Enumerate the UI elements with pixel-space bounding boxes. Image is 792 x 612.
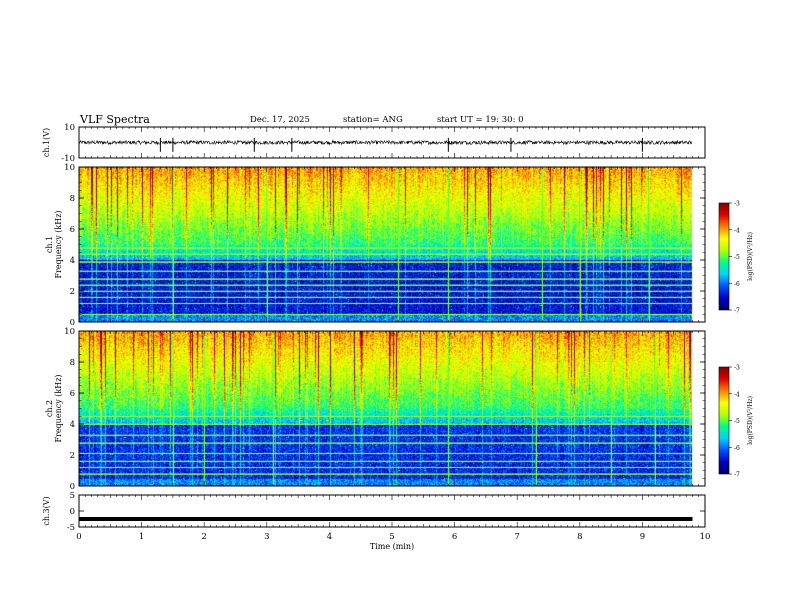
y-tick-label: 10	[64, 123, 75, 133]
colorbar-ch1	[718, 202, 730, 311]
colorbar-tick-label: -6	[734, 281, 740, 288]
x-tick-label: 9	[640, 532, 645, 542]
y-tick-label: 10	[64, 163, 75, 173]
y-tick-label: 0	[70, 482, 75, 492]
y-tick-label: -10	[61, 154, 75, 164]
x-tick-label: 7	[514, 532, 519, 542]
x-tick-label: 4	[327, 532, 332, 542]
colorbar-tick-label: -6	[734, 445, 740, 452]
y-tick-label: 0	[70, 318, 75, 328]
y-axis-label-channel: ch.2	[45, 400, 54, 417]
y-tick-label: -5	[67, 523, 75, 533]
colorbar-tick-label: -7	[734, 308, 740, 315]
y-tick-label: 4	[70, 420, 75, 430]
x-tick-label: 10	[700, 532, 711, 542]
colorbar-tick-label: -4	[734, 391, 740, 398]
colorbar-ch2	[718, 366, 730, 475]
x-tick-label: 2	[201, 532, 206, 542]
colorbar-label: log(PSD)(V²/Hz)	[747, 396, 754, 445]
y-tick-label: 0	[70, 507, 75, 517]
spectrogram-image-ch1	[79, 167, 705, 322]
y-axis-label-channel: ch.1	[45, 236, 54, 253]
spectrogram-image-ch2	[79, 331, 705, 486]
y-axis-label: ch.1(V)	[42, 128, 51, 157]
y-tick-label: 10	[64, 327, 75, 337]
y-axis-label: ch.3(V)	[42, 496, 51, 525]
ch3-waveform-line	[79, 517, 693, 521]
y-tick-label: 6	[70, 389, 75, 399]
x-tick-label: 0	[76, 532, 81, 542]
x-tick-label: 1	[139, 532, 144, 542]
y-tick-label: 8	[70, 358, 75, 368]
start-time-label: start UT = 19: 30: 0	[437, 115, 524, 125]
x-tick-label: 3	[264, 532, 269, 542]
y-tick-label: 8	[70, 194, 75, 204]
x-axis-label: Time (min)	[370, 542, 414, 551]
chart-title: VLF Spectra	[80, 113, 150, 126]
colorbar-tick-label: -5	[734, 418, 740, 425]
date-label: Dec. 17, 2025	[250, 115, 310, 125]
y-tick-label: 2	[70, 451, 75, 461]
colorbar-tick-label: -3	[734, 201, 740, 208]
ch1-waveform-line	[78, 139, 693, 146]
colorbar-label: log(PSD)(V²/Hz)	[747, 232, 754, 281]
y-tick-label: 5	[70, 491, 75, 501]
y-tick-label: 2	[70, 287, 75, 297]
y-tick-label: 6	[70, 225, 75, 235]
x-tick-label: 5	[389, 532, 394, 542]
x-tick-label: 6	[452, 532, 457, 542]
colorbar-tick-label: -3	[734, 365, 740, 372]
y-axis-label-frequency: Frequency (kHz)	[54, 374, 63, 442]
colorbar-tick-label: -7	[734, 472, 740, 479]
colorbar-tick-label: -4	[734, 227, 740, 234]
y-tick-label: 4	[70, 256, 75, 266]
colorbar-tick-label: -5	[734, 254, 740, 261]
y-axis-label-frequency: Frequency (kHz)	[54, 210, 63, 278]
station-label: station= ANG	[343, 115, 403, 125]
x-tick-label: 8	[577, 532, 582, 542]
